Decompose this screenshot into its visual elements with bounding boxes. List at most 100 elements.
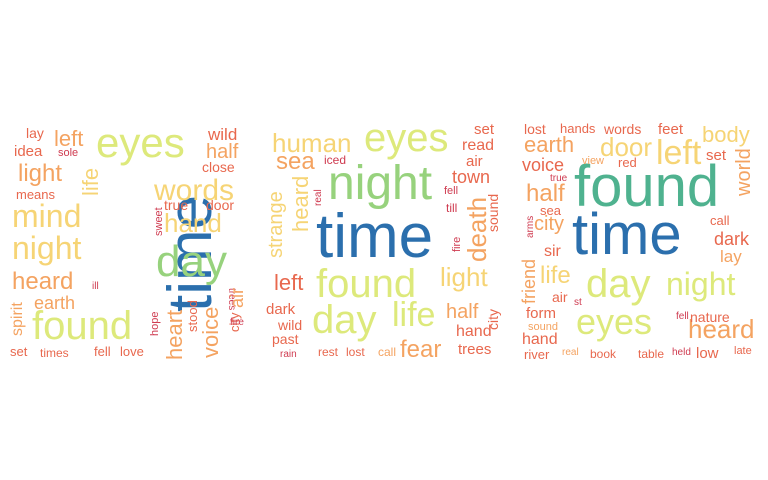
- word: door: [206, 197, 235, 213]
- word: light: [18, 160, 63, 187]
- word: life: [540, 262, 571, 289]
- word: iced: [324, 153, 347, 167]
- word: stood: [185, 300, 200, 332]
- word: feet: [658, 121, 684, 138]
- word: voice: [522, 155, 565, 175]
- word: lost: [524, 121, 546, 137]
- word: half: [526, 180, 565, 207]
- word: st: [574, 297, 582, 308]
- word: lost: [346, 345, 365, 359]
- word: book: [590, 347, 617, 361]
- word: world: [733, 148, 755, 196]
- word: hands: [560, 121, 596, 136]
- word: time: [572, 202, 682, 267]
- word: sound: [485, 193, 501, 232]
- word: love: [120, 344, 144, 359]
- word: eyes: [96, 119, 185, 166]
- word: true: [550, 173, 568, 184]
- word: held: [672, 347, 691, 358]
- word: half: [446, 301, 479, 323]
- word: time: [316, 202, 434, 271]
- word: dark: [714, 229, 750, 249]
- word: set: [706, 147, 727, 164]
- word: read: [462, 137, 495, 154]
- word: found: [316, 262, 417, 306]
- word: sound: [528, 321, 558, 333]
- word: words: [154, 174, 235, 207]
- word: air: [227, 287, 247, 308]
- word: hand: [522, 331, 558, 348]
- word: red: [618, 155, 637, 170]
- word: heard: [12, 268, 74, 295]
- word: rest: [318, 345, 339, 359]
- word: night: [328, 157, 433, 210]
- word: sole: [58, 147, 79, 159]
- word: eyes: [364, 116, 449, 160]
- word: form: [526, 305, 556, 322]
- word: set: [10, 344, 28, 359]
- word: night: [12, 230, 82, 266]
- word: river: [524, 347, 550, 362]
- word: day: [156, 237, 227, 286]
- word: friend: [519, 258, 539, 304]
- word: strange: [265, 191, 287, 258]
- word: eyes: [576, 301, 653, 342]
- word: true: [164, 197, 189, 213]
- word: rain: [280, 349, 297, 360]
- word: day: [312, 298, 377, 342]
- word: heard: [288, 175, 313, 232]
- word: left: [54, 126, 84, 151]
- word: earth: [34, 293, 76, 313]
- word: hand: [456, 323, 492, 340]
- word: real: [313, 189, 324, 206]
- word: past: [272, 331, 299, 347]
- word: city: [534, 213, 564, 235]
- word: light: [440, 262, 488, 292]
- word: means: [16, 187, 56, 202]
- word: hand: [164, 208, 222, 238]
- word: left: [656, 134, 702, 172]
- word: lay: [26, 125, 44, 141]
- word: sweet: [153, 207, 165, 236]
- word: dark: [266, 301, 296, 318]
- word: life: [78, 167, 103, 196]
- word: set: [474, 121, 495, 138]
- word: view: [582, 155, 605, 167]
- word: sea: [540, 203, 561, 218]
- word: mind: [12, 198, 82, 234]
- word: lay: [720, 247, 742, 266]
- word: wild: [208, 125, 238, 144]
- word: air: [552, 289, 568, 305]
- word: found: [32, 304, 133, 348]
- word: air: [466, 153, 483, 170]
- word: fell: [676, 311, 689, 322]
- word: call: [378, 345, 397, 359]
- word: heart: [162, 309, 187, 360]
- word: words: [604, 121, 642, 137]
- word: fear: [400, 336, 442, 363]
- word: wild: [278, 317, 303, 333]
- word: body: [702, 122, 750, 147]
- word: day: [586, 262, 651, 306]
- word: earth: [524, 132, 575, 157]
- word: times: [40, 346, 69, 360]
- word: call: [710, 213, 730, 228]
- word: nature: [690, 309, 730, 325]
- word: fell: [94, 344, 111, 359]
- word: town: [452, 167, 491, 187]
- word: trees: [458, 341, 492, 358]
- word: found: [574, 154, 720, 219]
- word: human: [272, 128, 352, 158]
- word: spirit: [9, 302, 26, 336]
- word: close: [202, 159, 235, 175]
- word: low: [696, 345, 719, 362]
- word: door: [600, 132, 653, 162]
- word: hope: [149, 311, 161, 336]
- word: life: [392, 296, 436, 334]
- word: table: [638, 347, 665, 361]
- word: heard: [688, 314, 755, 344]
- word: fire: [230, 317, 244, 328]
- word: fell: [444, 185, 459, 197]
- word: real: [562, 347, 579, 358]
